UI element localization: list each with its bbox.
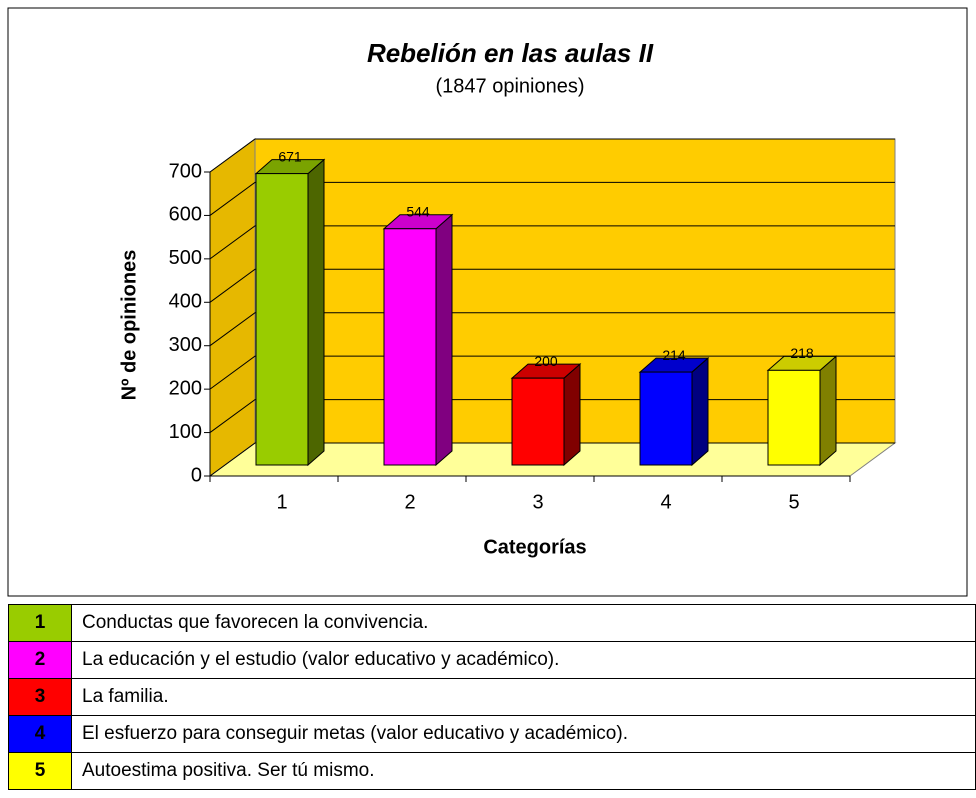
grid-line [209, 225, 895, 260]
x-tick-label: 4 [660, 491, 671, 513]
legend-text: Conductas que favorecen la convivencia. [71, 604, 976, 642]
legend-text: La familia. [71, 678, 976, 716]
legend-row: 1 Conductas que favorecen la convivencia. [8, 604, 976, 642]
y-tick-label: 100 [169, 421, 202, 443]
y-tick-label: 500 [169, 247, 202, 269]
bar [255, 173, 309, 466]
grid-line [209, 138, 895, 173]
bar-side [563, 363, 581, 467]
legend-text: Autoestima positiva. Ser tú mismo. [71, 752, 976, 790]
legend-table: 1 Conductas que favorecen la convivencia.… [8, 604, 976, 790]
x-tick-label: 5 [788, 491, 799, 513]
value-label: 214 [662, 347, 686, 363]
x-tick-label: 1 [276, 491, 287, 513]
bar-side [819, 355, 837, 467]
legend-key: 2 [8, 641, 72, 679]
y-tick-label: 300 [169, 334, 202, 356]
legend-row: 3 La familia. [8, 678, 976, 716]
bar-side [691, 356, 709, 467]
grid-line [209, 268, 895, 303]
value-label: 671 [278, 148, 302, 164]
bar [511, 377, 565, 466]
grid-line [209, 181, 895, 216]
y-tick-label: 700 [169, 160, 202, 182]
x-tick-label: 2 [404, 491, 415, 513]
value-label: 544 [406, 203, 430, 219]
bar-side [435, 213, 453, 467]
y-tick-label: 0 [191, 464, 202, 486]
chart: Rebelión en las aulas II (1847 opiniones… [7, 7, 968, 597]
legend-key: 3 [8, 678, 72, 716]
bar [639, 371, 693, 466]
value-label: 218 [790, 345, 814, 361]
grid-line [209, 312, 895, 347]
value-label: 200 [534, 353, 558, 369]
y-tick-label: 600 [169, 204, 202, 226]
bar [383, 228, 437, 466]
grid-line [209, 355, 895, 390]
x-axis-title: Categorías [483, 536, 586, 558]
legend-row: 5 Autoestima positiva. Ser tú mismo. [8, 752, 976, 790]
y-tick-label: 200 [169, 377, 202, 399]
legend-row: 2 La educación y el estudio (valor educat… [8, 641, 976, 679]
y-tick-label: 400 [169, 291, 202, 313]
legend-key: 1 [8, 604, 72, 642]
legend-text: El esfuerzo para conseguir metas (valor … [71, 715, 976, 753]
legend-key: 4 [8, 715, 72, 753]
y-axis-title: Nº de opiniones [118, 250, 140, 401]
bar [767, 369, 821, 466]
legend-text: La educación y el estudio (valor educati… [71, 641, 976, 679]
chart-subtitle: (1847 opiniones) [436, 75, 585, 97]
bar-side [307, 158, 325, 467]
legend-key: 5 [8, 752, 72, 790]
x-tick-label: 3 [532, 491, 543, 513]
side-wall [209, 138, 256, 477]
chart-title: Rebelión en las aulas II [367, 38, 654, 68]
legend-row: 4 El esfuerzo para conseguir metas (valor… [8, 715, 976, 753]
